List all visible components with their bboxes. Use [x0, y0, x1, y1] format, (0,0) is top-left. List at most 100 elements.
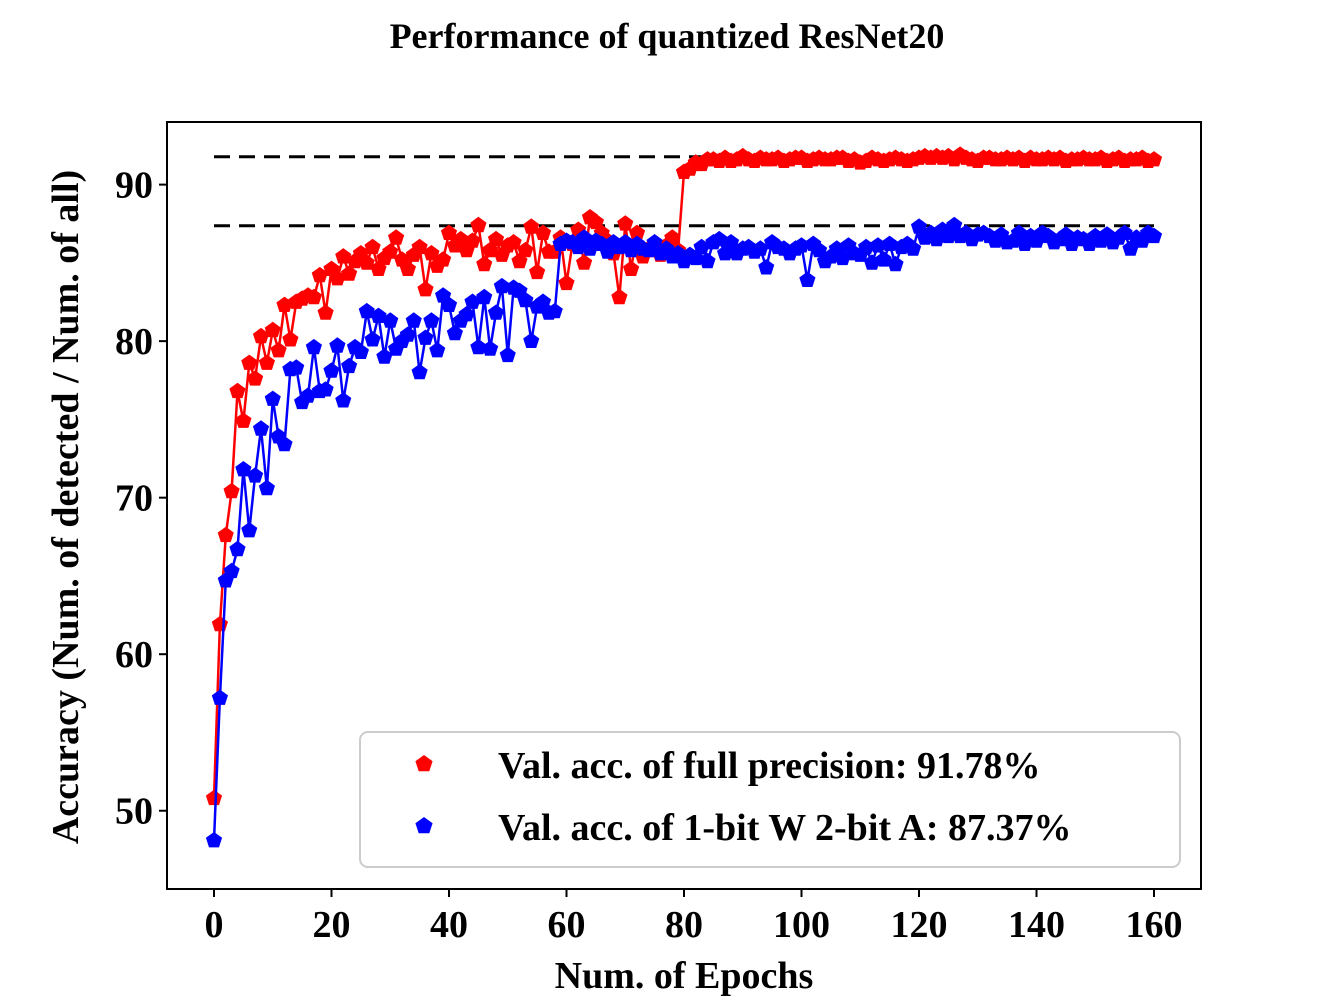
- series-0-point: [487, 230, 505, 247]
- series-0-point: [235, 412, 252, 428]
- series-1-point: [276, 436, 293, 452]
- series-0-point: [623, 260, 640, 276]
- series-1-point: [446, 324, 463, 341]
- series-1-point: [834, 249, 851, 266]
- x-tick-label: 40: [430, 904, 468, 946]
- series-0-point: [341, 265, 358, 281]
- series-1-point: [440, 296, 458, 312]
- series-1-point: [382, 312, 399, 328]
- series-0-point: [305, 288, 322, 305]
- series-1-point: [758, 259, 775, 275]
- series-1-point: [305, 338, 322, 355]
- x-axis-label: Num. of Epochs: [555, 955, 814, 997]
- series-1-point: [1145, 227, 1163, 244]
- series-0-point: [1145, 151, 1163, 167]
- series-1-point: [811, 241, 828, 258]
- series-0-point: [452, 230, 469, 247]
- y-tick-label: 60: [115, 634, 153, 676]
- series-1-point: [299, 387, 317, 403]
- series-0-point: [440, 224, 458, 240]
- series-0-point: [558, 274, 575, 291]
- series-0-point: [576, 254, 593, 270]
- y-axis-label: Accuracy (Num. of detected / Num. of all…: [45, 170, 87, 844]
- series-1-point: [499, 346, 516, 363]
- series-1-point: [235, 461, 252, 477]
- legend-label-full-precision: Val. acc. of full precision: 91.78%: [498, 745, 1041, 787]
- series-0-point: [470, 216, 487, 233]
- series-1-point: [376, 348, 393, 364]
- series-0-point: [270, 342, 287, 358]
- series-0-point: [411, 238, 428, 255]
- series-1-point: [534, 293, 552, 309]
- y-tick-label: 90: [115, 165, 153, 207]
- series-0-point: [382, 243, 399, 259]
- series-1-point: [887, 255, 904, 272]
- series-0-point: [464, 232, 481, 248]
- legend-pentagon-icon: [415, 755, 433, 772]
- series-0-point: [241, 354, 258, 370]
- series-1-point: [711, 230, 728, 247]
- x-tick-label: 120: [891, 904, 948, 946]
- plot-area: [166, 121, 1202, 890]
- series-1-point: [352, 343, 369, 359]
- series-0-point: [417, 281, 434, 297]
- series-1-point: [910, 218, 928, 234]
- series-1-point: [241, 522, 258, 538]
- series-1-point: [1010, 224, 1027, 240]
- series-1-point: [417, 329, 434, 345]
- series-1-point: [517, 291, 534, 308]
- series-0-point: [529, 263, 546, 280]
- series-0-point: [211, 616, 228, 632]
- series-0-point: [505, 234, 522, 250]
- series-1-point: [364, 331, 381, 347]
- series-1-point: [223, 562, 240, 579]
- series-0-point: [364, 238, 381, 255]
- series-1-point: [793, 237, 810, 253]
- x-tick-label: 140: [1008, 904, 1065, 946]
- series-0-point: [664, 229, 681, 245]
- series-1-point: [858, 238, 875, 255]
- legend: Val. acc. of full precision: 91.78% Val.…: [359, 731, 1181, 868]
- x-tick-label: 20: [313, 904, 351, 946]
- chart-title: Performance of quantized ResNet20: [390, 16, 945, 56]
- series-1-point: [881, 235, 898, 251]
- series-0-point: [517, 241, 534, 258]
- series-1-point: [487, 304, 505, 320]
- series-1-point: [799, 271, 816, 287]
- series-0-point: [523, 218, 540, 234]
- series-0-point: [435, 251, 452, 267]
- legend-label-1bit-2bit: Val. acc. of 1-bit W 2-bit A: 87.37%: [498, 807, 1072, 849]
- series-1-point: [399, 326, 416, 342]
- series-1-point: [317, 381, 334, 397]
- series-1-point: [905, 240, 922, 256]
- series-1-point: [264, 390, 281, 406]
- series-0-point: [247, 370, 264, 386]
- series-0-point: [205, 789, 223, 806]
- series-0-point: [264, 321, 281, 338]
- series-0-point: [223, 482, 240, 499]
- legend-marker-full-precision: [415, 755, 433, 772]
- series-0-point: [258, 354, 275, 370]
- series-1-point: [288, 359, 305, 375]
- series-1-point: [869, 237, 886, 253]
- series-0-point: [317, 304, 334, 320]
- series-1-point: [576, 229, 593, 245]
- legend-marker-1bit-2bit: [415, 817, 433, 834]
- series-0-point: [282, 331, 299, 347]
- series-1-point: [523, 332, 540, 348]
- series-1-point: [329, 337, 346, 353]
- series-1-point: [699, 252, 716, 269]
- series-1-point: [258, 479, 275, 496]
- y-tick-label: 50: [115, 791, 153, 833]
- series-0-point: [329, 270, 346, 286]
- series-1-point: [493, 277, 510, 294]
- axis-ticks: 0 20 40 60 80 100 120 140 160 50 60 70 80 90: [115, 165, 1183, 946]
- x-tick-label: 160: [1126, 904, 1183, 946]
- x-tick-label: 100: [773, 904, 830, 946]
- x-tick-label: 0: [205, 904, 224, 946]
- series-0-point: [399, 260, 416, 276]
- series-1-point: [693, 238, 710, 255]
- series-0-point: [229, 382, 246, 399]
